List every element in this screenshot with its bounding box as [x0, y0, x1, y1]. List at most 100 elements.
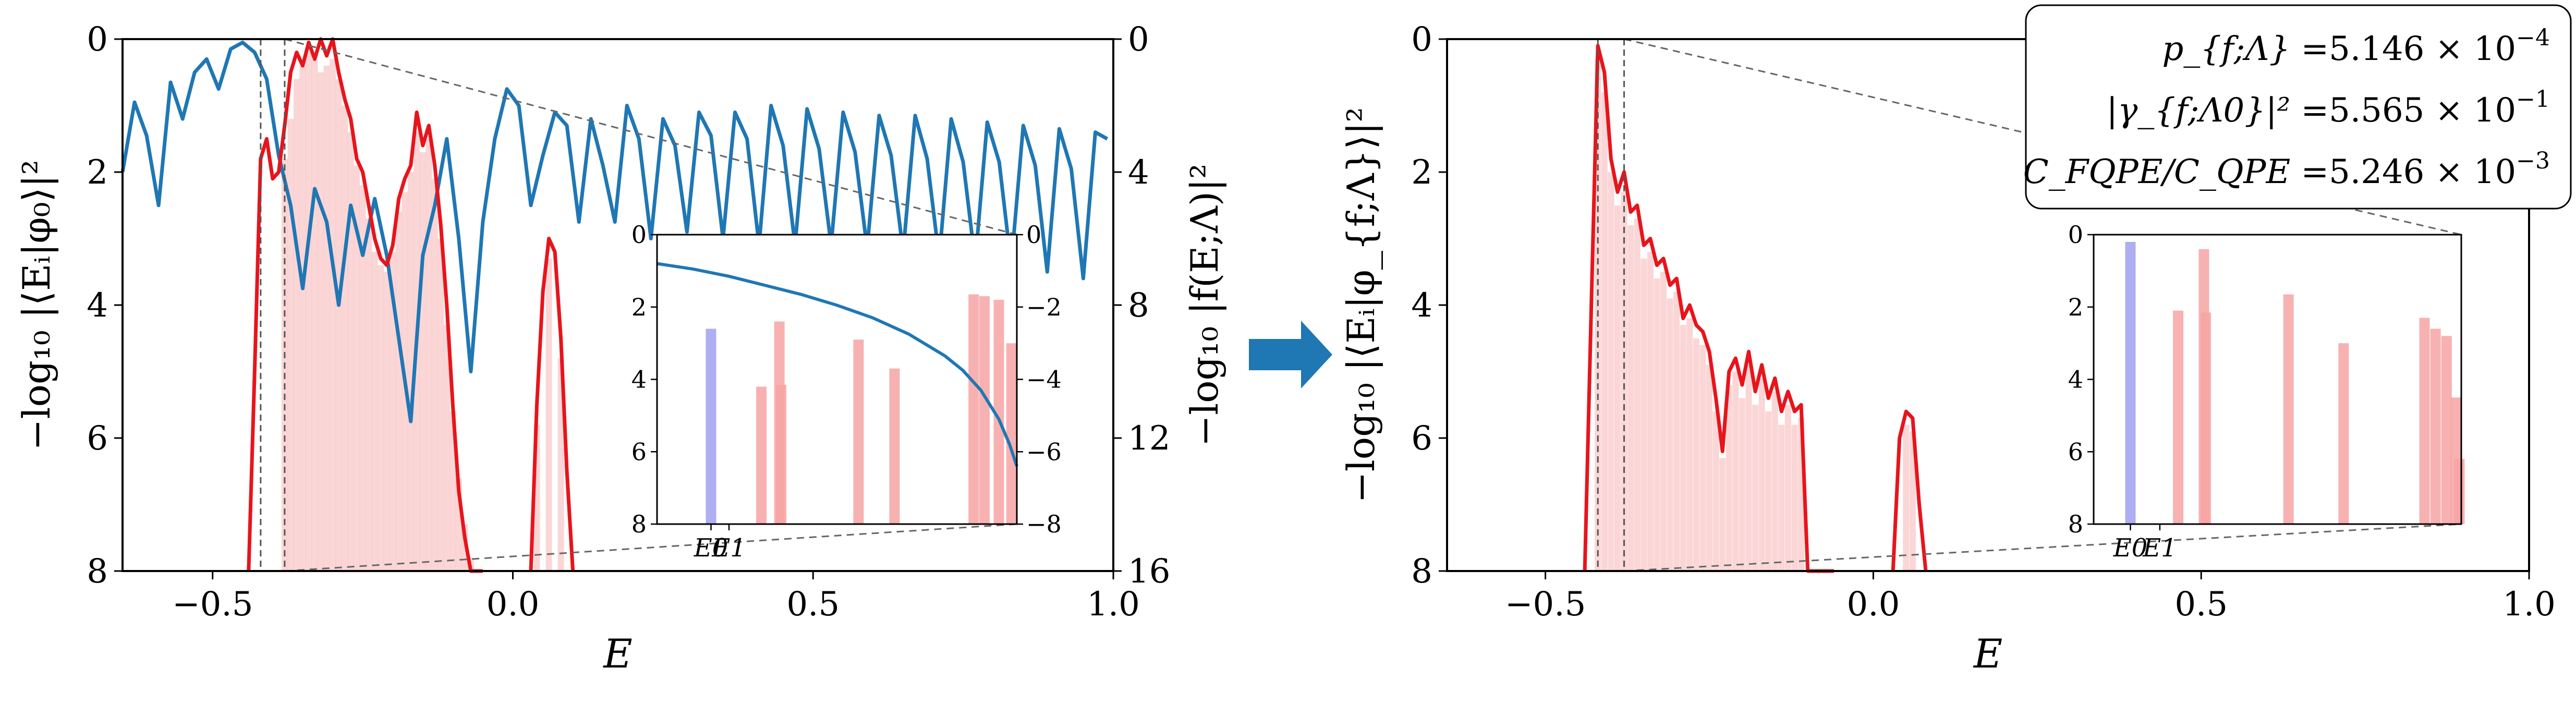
- overlap-bar: [347, 132, 354, 571]
- left-inset-background: [657, 235, 1017, 524]
- x-tick-label: 0.0: [487, 585, 540, 624]
- y-tick-label: 8: [87, 552, 108, 591]
- right-bars: [1595, 59, 1916, 571]
- right-inset-bars: [2125, 241, 2465, 524]
- inset-y-tick-label: 6: [2068, 438, 2083, 466]
- inset-y-tick-label: 0: [2068, 221, 2083, 249]
- overlap-bar: [342, 105, 348, 571]
- excited-state-bar: [2430, 329, 2441, 524]
- inset-y-tick-label: 6: [631, 438, 647, 466]
- y-tick-label: 0: [87, 20, 108, 59]
- right-x-axis-label: E: [1973, 630, 2002, 677]
- annotation-label: C_FQPE/C_QPE: [2023, 153, 2290, 191]
- inset-x-tick-label: E0: [694, 533, 728, 563]
- y-right-tick-label: 16: [1128, 552, 1170, 591]
- overlap-bar: [1903, 424, 1910, 571]
- inset-y-right-tick-label: −4: [1026, 366, 1062, 394]
- overlap-bar: [1758, 378, 1765, 571]
- annotation-exponent: −4: [2516, 25, 2550, 51]
- inset-filter-curve-line: [657, 262, 1018, 467]
- annotation-exponent: −1: [2516, 86, 2550, 113]
- y-tick-label: 0: [1411, 20, 1432, 59]
- left-zoom-guides: [284, 38, 1017, 572]
- overlap-bar: [371, 252, 378, 571]
- left-x-axis-label: E: [602, 630, 632, 677]
- overlap-bar: [378, 265, 384, 571]
- left-inset-y-right-ticks: 0 −2 −4 −6 −8: [1017, 221, 1062, 538]
- excited-state-bar: [776, 384, 787, 524]
- overlap-envelope-line: [1583, 44, 1834, 573]
- overlap-bar: [1641, 258, 1647, 571]
- overlap-bar: [1732, 371, 1739, 571]
- excited-state-bar: [2173, 310, 2184, 524]
- x-tick-label: −0.5: [172, 585, 253, 624]
- overlap-bar: [390, 252, 396, 571]
- right-reference-lines: [1597, 39, 1625, 571]
- annotation-value: =5.246 × 10: [2290, 153, 2516, 191]
- overlap-bar: [1614, 205, 1621, 571]
- arrow-shape: [1249, 321, 1332, 389]
- excited-state-bar: [968, 294, 979, 524]
- overlap-bar: [354, 165, 360, 571]
- overlap-bar: [1667, 298, 1673, 571]
- overlap-bar: [1654, 278, 1660, 571]
- inset-y-right-tick-label: −6: [1026, 438, 1062, 466]
- overlap-bar: [1660, 272, 1667, 571]
- filter-curve: [120, 40, 1109, 423]
- left-x-ticks: −0.5 0.0 0.5 1.0: [172, 571, 1140, 624]
- inset-y-right-tick-label: −2: [1026, 293, 1062, 321]
- excited-state-bar: [889, 368, 900, 524]
- left-envelope-layer: [247, 37, 575, 573]
- overlap-bar: [1673, 292, 1680, 571]
- annotation-value: =5.146 × 10: [2290, 30, 2516, 68]
- overlap-bar: [1647, 252, 1654, 571]
- x-tick-label: 0.5: [786, 585, 840, 624]
- overlap-bar: [1765, 411, 1772, 571]
- excited-state-bar: [2201, 312, 2212, 524]
- overlap-bar: [419, 152, 426, 571]
- annotation-line: |γ_{f;Λ0}|² =5.565 × 10−1: [2107, 86, 2550, 130]
- overlap-bar: [1706, 365, 1713, 571]
- overlap-bar: [366, 219, 372, 571]
- excited-state-bar: [2441, 336, 2452, 524]
- x-tick-label: 1.0: [2502, 585, 2556, 624]
- overlap-bar: [335, 79, 342, 571]
- overlap-envelope-line: [247, 37, 483, 573]
- annotation-line: p_{f;Λ} =5.146 × 10−4: [2162, 25, 2550, 68]
- overlap-bar: [293, 79, 300, 571]
- overlap-bar: [1627, 225, 1634, 571]
- excited-state-bar: [2283, 294, 2294, 524]
- excited-state-bar: [993, 299, 1004, 524]
- overlap-bar: [1719, 458, 1726, 571]
- right-chart: −0.5 0.0 0.5 1.0 0 2 4 6 8 E −log₁₀ |⟨Eᵢ|φ_{f;Λ…: [1339, 4, 2572, 677]
- x-tick-label: −0.5: [1505, 585, 1586, 624]
- overlap-bar: [287, 119, 294, 571]
- overlap-bar: [1608, 172, 1614, 571]
- overlap-bar: [1909, 431, 1916, 571]
- y-tick-label: 6: [1411, 419, 1432, 458]
- overlap-bar: [359, 185, 366, 571]
- excited-state-bar: [853, 339, 864, 524]
- left-y-ticks: 0 2 4 6 8: [87, 20, 123, 591]
- inset-y-tick-label: 8: [2068, 510, 2083, 538]
- overlap-envelope-line: [1891, 409, 1928, 572]
- x-tick-label: 1.0: [1087, 585, 1140, 624]
- right-y-ticks: 0 2 4 6 8: [1411, 20, 1447, 591]
- x-tick-label: 0.0: [1847, 585, 1900, 624]
- right-envelope-layer: [1583, 44, 1928, 573]
- overlap-bar: [431, 178, 438, 571]
- transition-arrow-icon: [1249, 321, 1332, 389]
- inset-y-tick-label: 0: [631, 221, 647, 249]
- overlap-bar: [395, 212, 402, 571]
- overlap-bar: [1771, 391, 1778, 571]
- overlap-bar: [1726, 385, 1732, 571]
- overlap-bar: [438, 238, 444, 571]
- y-tick-label: 4: [87, 286, 108, 325]
- inset-y-tick-label: 4: [2068, 366, 2083, 394]
- left-y-right-axis-label: −log₁₀ |f(E;Λ)|²: [1183, 164, 1226, 446]
- excited-state-bar: [1006, 343, 1017, 524]
- annotation-box-frame: [2025, 4, 2572, 210]
- y-right-tick-label: 12: [1128, 419, 1170, 458]
